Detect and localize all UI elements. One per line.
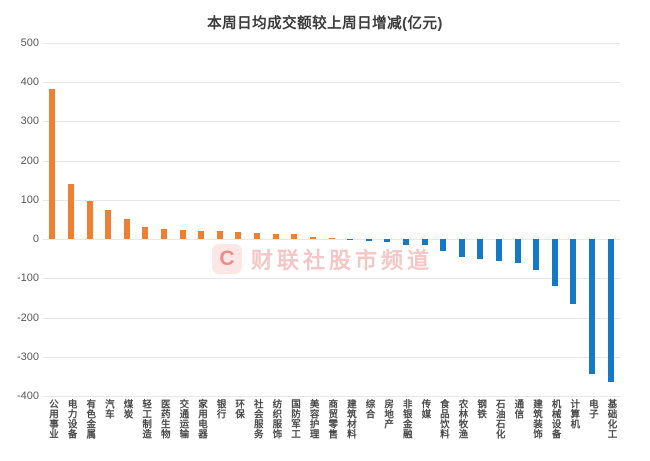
- x-axis-label: 传媒: [419, 399, 431, 419]
- x-axis-label: 美容护理: [307, 399, 319, 439]
- bar-农林牧渔: [458, 239, 465, 257]
- x-axis-label: 国防军工: [289, 399, 301, 439]
- x-axis-label: 建筑材料: [344, 399, 356, 439]
- bar-银行: [216, 231, 223, 240]
- x-axis-label: 银行: [214, 399, 226, 419]
- bar-商贸零售: [328, 238, 335, 240]
- bar-钢铁: [477, 239, 484, 260]
- gridline: [43, 82, 620, 84]
- gridline: [43, 121, 620, 123]
- bar-基础化工: [607, 239, 614, 383]
- x-axis-label: 电力设备: [65, 399, 77, 439]
- gridline: [43, 278, 620, 280]
- x-axis-label: 食品饮料: [437, 399, 449, 439]
- x-axis-label: 钢铁: [475, 399, 487, 419]
- x-axis-label: 非银金融: [400, 399, 412, 439]
- bar-国防军工: [291, 234, 298, 240]
- x-axis-label: 家用电器: [195, 399, 207, 439]
- x-axis-label: 房地产: [382, 399, 394, 429]
- bar-交通运输: [179, 229, 186, 240]
- x-axis-label: 电子: [586, 399, 598, 419]
- x-axis-label: 石油石化: [493, 399, 505, 439]
- bar-传媒: [421, 239, 428, 245]
- bar-非银金融: [402, 239, 409, 245]
- gridline: [43, 317, 620, 319]
- gridline: [43, 396, 620, 397]
- gridline: [43, 356, 620, 358]
- gridline: [43, 43, 620, 44]
- bar-公用事业: [49, 88, 56, 240]
- bar-社会服务: [254, 233, 261, 240]
- bar-电力设备: [67, 184, 74, 240]
- x-axis-label: 基础化工: [605, 399, 617, 439]
- x-axis-label: 商贸零售: [326, 399, 338, 439]
- bar-纺织服饰: [272, 233, 279, 240]
- bar-电子: [589, 239, 596, 375]
- plot-area: [43, 43, 620, 397]
- y-axis-tick-label: 100: [20, 193, 39, 206]
- x-axis-label: 建筑装饰: [530, 399, 542, 439]
- y-axis-tick-label: -400: [16, 390, 39, 402]
- y-axis-tick-label: 300: [20, 115, 39, 128]
- y-axis-tick-label: 0: [32, 233, 39, 246]
- x-axis-label: 纺织服饰: [270, 399, 282, 439]
- y-axis-tick-label: 200: [20, 154, 39, 167]
- x-axis-label: 环保: [233, 399, 245, 419]
- chart-title: 本周日均成交额较上周日增减(亿元): [207, 16, 443, 32]
- x-axis: 公用事业 电力设备 有色金属 汽车 煤炭 轻工制造 医药生物 交通运输 家用电器 银行 环保 社会服务…: [43, 399, 620, 461]
- x-axis-label: 综合: [363, 399, 375, 419]
- gridline: [43, 160, 620, 162]
- bar-汽车: [105, 209, 112, 240]
- y-axis-tick-label: -200: [16, 311, 39, 324]
- bar-房地产: [384, 239, 391, 243]
- bar-医药生物: [160, 228, 167, 240]
- x-axis-label: 农林牧渔: [456, 399, 468, 439]
- bar-机械设备: [551, 239, 558, 287]
- y-axis-tick-label: -100: [16, 272, 39, 285]
- x-axis-label: 计算机: [568, 399, 580, 429]
- bar-轻工制造: [142, 227, 149, 240]
- bar-食品饮料: [440, 239, 447, 251]
- y-axis-tick-label: 400: [20, 76, 39, 89]
- bar-计算机: [570, 239, 577, 304]
- bar-建筑材料: [347, 239, 354, 241]
- x-axis-label: 医药生物: [158, 399, 170, 439]
- gridline: [43, 239, 620, 241]
- bar-有色金属: [86, 200, 93, 240]
- x-axis-label: 有色金属: [84, 399, 96, 439]
- x-axis-label: 轻工制造: [140, 399, 152, 439]
- y-axis-tick-label: 500: [20, 37, 39, 49]
- x-axis-label: 公用事业: [47, 399, 59, 439]
- y-axis-tick-label: -300: [16, 350, 39, 363]
- x-axis-label: 交通运输: [177, 399, 189, 439]
- bar-石油石化: [496, 239, 503, 262]
- bar-通信: [514, 239, 521, 263]
- x-axis-label: 汽车: [102, 399, 114, 419]
- x-axis-label: 煤炭: [121, 399, 133, 419]
- x-axis-label: 机械设备: [549, 399, 561, 439]
- bar-综合: [365, 239, 372, 242]
- bar-环保: [235, 231, 242, 240]
- x-axis-label: 社会服务: [251, 399, 263, 439]
- y-axis: 500 400 300 200 100 0 -100 -200 -300 -400: [0, 37, 39, 402]
- bar-建筑装饰: [533, 239, 540, 271]
- bar-煤炭: [123, 218, 130, 240]
- bar-美容护理: [309, 236, 316, 240]
- gridline: [43, 199, 620, 201]
- bar-家用电器: [198, 230, 205, 240]
- x-axis-label: 通信: [512, 399, 524, 419]
